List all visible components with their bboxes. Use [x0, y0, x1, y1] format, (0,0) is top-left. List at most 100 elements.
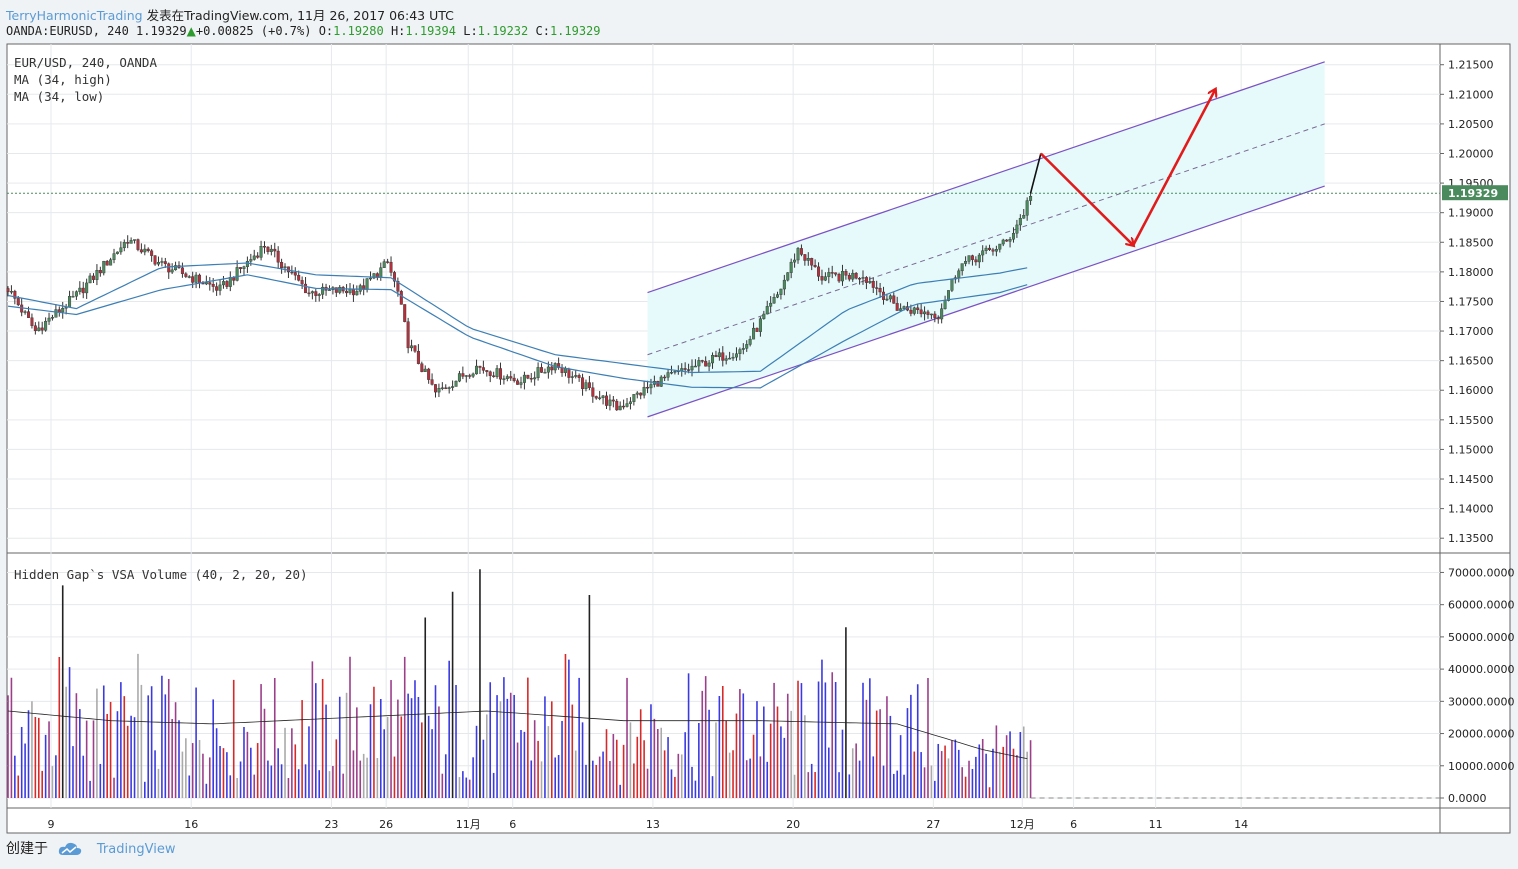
candle-up [960, 263, 964, 272]
candle-up [1025, 200, 1029, 216]
candle-up [734, 353, 738, 358]
footer: 创建于 TradingView [6, 838, 175, 858]
candle-down [820, 276, 824, 281]
candle-down [215, 286, 219, 291]
candle-up [502, 378, 506, 380]
candle-down [6, 288, 10, 293]
candle-up [923, 311, 927, 315]
candle-up [851, 272, 855, 280]
channel-lower-line [647, 185, 1325, 418]
candle-up [37, 327, 41, 332]
candle-down [587, 382, 591, 388]
candle-down [16, 298, 20, 306]
candle-down [933, 313, 937, 318]
candle-up [546, 366, 550, 373]
candle-up [724, 358, 728, 361]
tradingview-brand[interactable]: TradingView [96, 842, 176, 857]
candle-up [283, 266, 287, 269]
candle-up [95, 270, 99, 280]
candle-up [840, 271, 844, 282]
candle-down [150, 250, 154, 256]
candle-up [635, 392, 639, 395]
candle-down [399, 291, 403, 305]
candle-down [581, 377, 585, 389]
candle-down [683, 368, 687, 370]
candle-down [854, 272, 858, 279]
candle-down [403, 304, 407, 322]
price-tick-label: 1.21500 [1448, 59, 1494, 72]
volume-tick-label: 70000.0000 [1448, 566, 1514, 579]
projection-up-arrow [1132, 90, 1215, 246]
candle-up [194, 274, 198, 283]
candle-up [758, 318, 762, 332]
candle-down [27, 311, 31, 318]
candle-down [314, 291, 318, 296]
candle-up [543, 372, 547, 374]
tradingview-cloud-icon [59, 842, 82, 855]
candle-down [858, 278, 862, 280]
candle-up [447, 387, 451, 389]
time-tick-label: 13 [646, 818, 660, 831]
candle-up [187, 276, 191, 278]
candle-down [755, 327, 759, 332]
candle-up [772, 297, 776, 304]
time-tick-label: 9 [48, 818, 55, 831]
candle-up [310, 291, 314, 294]
candle-up [119, 247, 123, 253]
candle-up [464, 375, 468, 377]
candle-down [208, 282, 212, 285]
candle-down [567, 368, 571, 378]
candle-up [762, 313, 766, 319]
price-tick-label: 1.16500 [1448, 355, 1494, 368]
author-link[interactable]: TerryHarmonicTrading [6, 8, 143, 23]
candle-down [526, 374, 530, 379]
candle-up [632, 394, 636, 402]
indicator-legend: EUR/USD, 240, OANDA [14, 55, 157, 70]
candle-up [868, 281, 872, 283]
time-tick-label: 26 [379, 818, 393, 831]
candle-up [221, 281, 225, 286]
candle-down [345, 290, 349, 294]
projection-black-segment [1029, 153, 1042, 194]
candle-down [211, 284, 215, 287]
candle-up [1011, 232, 1015, 240]
candle-down [276, 250, 280, 263]
price-tick-label: 1.17500 [1448, 295, 1494, 308]
candle-down [605, 395, 609, 406]
candle-up [410, 345, 414, 349]
candle-down [875, 287, 879, 289]
candle-up [964, 261, 968, 264]
candle-up [423, 368, 427, 372]
candle-up [673, 371, 677, 373]
candle-up [451, 386, 455, 388]
candle-down [184, 273, 188, 277]
price-tick-label: 1.19000 [1448, 207, 1494, 220]
low-value: 1.19232 [477, 24, 529, 38]
channel-median-line [647, 123, 1325, 356]
candle-up [741, 348, 745, 350]
candle-down [909, 309, 913, 314]
candle-up [984, 247, 988, 251]
high-value: 1.19394 [405, 24, 456, 38]
candle-down [427, 368, 431, 380]
candle-up [765, 306, 769, 315]
ma-low-line [7, 274, 1028, 389]
candle-down [837, 274, 841, 282]
candle-up [235, 267, 239, 281]
candle-up [437, 388, 441, 393]
volume-tick-label: 10000.0000 [1448, 760, 1514, 773]
candle-down [615, 400, 619, 411]
candle-down [416, 350, 420, 364]
candle-up [74, 291, 78, 297]
candle-down [30, 317, 34, 326]
candle-up [321, 286, 325, 295]
candle-down [256, 255, 260, 258]
candle-up [495, 368, 499, 377]
price-tick-label: 1.15500 [1448, 414, 1494, 427]
candle-down [293, 272, 297, 276]
candle-up [358, 285, 362, 292]
projection-down-arrow [1039, 152, 1133, 245]
candle-up [728, 357, 732, 360]
candle-down [847, 275, 851, 280]
